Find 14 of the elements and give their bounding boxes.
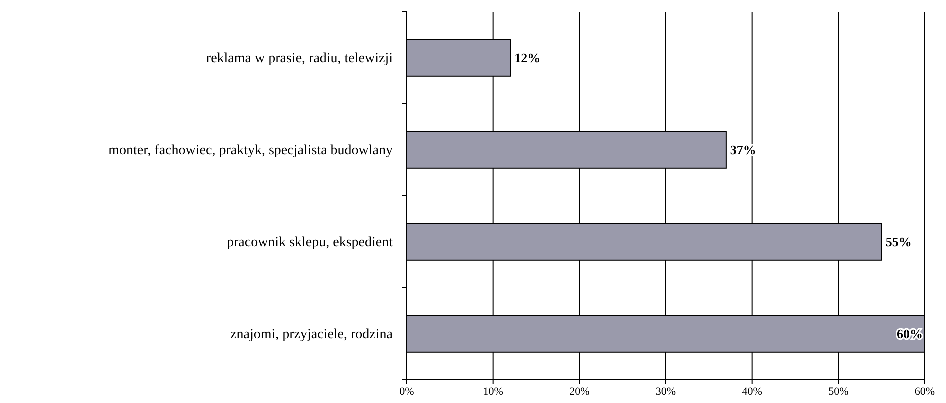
data-label: 12% <box>514 50 541 66</box>
x-tick-label: 60% <box>914 386 936 398</box>
y-tick-label: monter, fachowiec, praktyk, specjalista budowlany <box>108 143 393 158</box>
y-tick-label: pracownik sklepu, ekspedient <box>226 235 394 250</box>
x-tick-label: 50% <box>828 386 849 398</box>
y-tick-label: znajomi, przyjaciele, rodzina <box>230 327 394 342</box>
data-label: 55% <box>886 234 912 250</box>
x-tick-label: 0% <box>400 386 414 398</box>
x-tick-label: 40% <box>742 386 762 398</box>
y-tick-label: reklama w prasie, radiu, telewizji <box>206 51 394 66</box>
x-tick-label: 10% <box>483 386 504 398</box>
data-label: 60% <box>897 326 923 342</box>
x-tick-label: 30% <box>656 386 676 398</box>
x-tick-label: 20% <box>570 386 590 398</box>
